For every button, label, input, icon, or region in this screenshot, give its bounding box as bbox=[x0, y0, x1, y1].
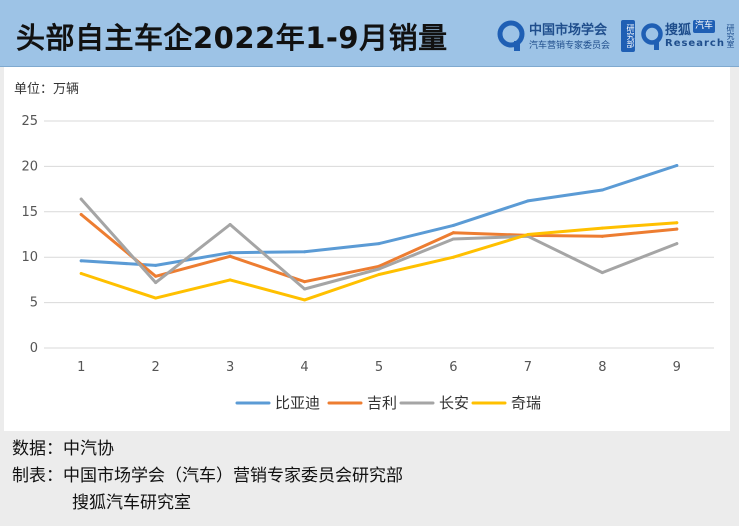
chart-title: 头部自主车企2022年1-9月销量 bbox=[16, 21, 448, 55]
line-chart: 0 5 10 15 20 25 1 2 3 4 5 6 7 8 9 比亚迪 吉利 长安 奇瑞 bbox=[21, 114, 714, 412]
legend-label: 奇瑞 bbox=[511, 394, 541, 412]
data-point bbox=[79, 197, 83, 201]
sohu-logo-name: 搜狐 bbox=[665, 23, 692, 38]
data-point bbox=[228, 278, 232, 282]
data-point bbox=[79, 213, 83, 217]
data-point bbox=[451, 255, 455, 259]
series-line-1 bbox=[79, 164, 679, 267]
legend-item: 长安 bbox=[399, 394, 469, 412]
x-tick-label: 3 bbox=[226, 360, 234, 375]
unit-label: 单位：万辆 bbox=[14, 82, 80, 97]
data-point bbox=[675, 227, 679, 231]
data-point bbox=[675, 221, 679, 225]
maker-note-line2: 搜狐汽车研究室 bbox=[72, 493, 191, 513]
data-point bbox=[154, 263, 158, 267]
data-point bbox=[600, 188, 604, 192]
cma-logo-name: 中国市场学会 bbox=[529, 23, 608, 38]
data-point bbox=[377, 272, 381, 276]
footer: 数据：中汽协 制表：中国市场学会（汽车）营销专家委员会研究部 搜狐汽车研究室 bbox=[12, 436, 403, 517]
maker-note: 制表：中国市场学会（汽车）营销专家委员会研究部 bbox=[12, 466, 403, 486]
data-point bbox=[600, 226, 604, 230]
legend-label: 比亚迪 bbox=[275, 394, 320, 412]
header-banner: 头部自主车企2022年1-9月销量 中国市场学会 汽车营销专家委员会 研究部 搜… bbox=[0, 0, 739, 67]
data-point bbox=[79, 259, 83, 263]
legend-item: 奇瑞 bbox=[471, 394, 541, 412]
y-tick-label: 10 bbox=[21, 250, 38, 265]
legend-label: 长安 bbox=[439, 394, 469, 412]
data-point bbox=[154, 281, 158, 285]
x-tick-label: 8 bbox=[598, 360, 606, 375]
data-point bbox=[451, 237, 455, 241]
chart-panel: 单位：万辆 0 5 10 15 20 25 1 2 3 4 5 6 7 8 9 比亚迪 吉利 长安 奇瑞 bbox=[4, 67, 730, 431]
data-point bbox=[154, 274, 158, 278]
data-point bbox=[303, 287, 307, 291]
sohu-logo-tag: 汽车 bbox=[693, 20, 716, 33]
data-point bbox=[154, 296, 158, 300]
data-point bbox=[451, 231, 455, 235]
cma-logo-icon bbox=[497, 20, 525, 51]
x-tick-label: 4 bbox=[300, 360, 308, 375]
data-point bbox=[526, 199, 530, 203]
data-point bbox=[675, 163, 679, 167]
y-tick-label: 25 bbox=[21, 114, 38, 129]
source-note: 数据：中汽协 bbox=[12, 439, 114, 459]
x-tick-label: 1 bbox=[77, 360, 85, 375]
data-point bbox=[303, 298, 307, 302]
data-point bbox=[451, 223, 455, 227]
x-tick-label: 7 bbox=[524, 360, 532, 375]
x-tick-label: 6 bbox=[449, 360, 457, 375]
legend-item: 吉利 bbox=[327, 394, 397, 412]
sohu-logo-badge: 研究室 bbox=[726, 24, 735, 48]
data-point bbox=[228, 223, 232, 227]
series-line-4 bbox=[79, 221, 679, 302]
y-tick-label: 20 bbox=[21, 159, 38, 174]
data-point bbox=[675, 242, 679, 246]
sohu-logo-sub: Research bbox=[665, 38, 725, 49]
data-point bbox=[79, 272, 83, 276]
data-point bbox=[526, 233, 530, 236]
data-point bbox=[600, 271, 604, 275]
y-tick-label: 15 bbox=[21, 205, 38, 220]
data-point bbox=[377, 242, 381, 246]
legend-label: 吉利 bbox=[367, 394, 397, 412]
cma-logo: 中国市场学会 汽车营销专家委员会 研究部 bbox=[497, 19, 637, 53]
sohu-logo: 搜狐 汽车 Research 研究室 bbox=[641, 19, 737, 53]
y-tick-label: 5 bbox=[30, 296, 38, 311]
data-point bbox=[303, 250, 307, 254]
data-point bbox=[228, 251, 232, 255]
data-point bbox=[377, 264, 381, 268]
sohu-logo-icon bbox=[641, 23, 663, 50]
data-point bbox=[228, 254, 232, 258]
data-point bbox=[600, 234, 604, 238]
cma-logo-sub: 汽车营销专家委员会 bbox=[529, 41, 611, 51]
x-tick-label: 5 bbox=[375, 360, 383, 375]
cma-logo-badge: 研究部 bbox=[621, 20, 635, 52]
data-point bbox=[377, 267, 381, 271]
x-tick-label: 9 bbox=[673, 360, 681, 375]
y-tick-label: 0 bbox=[30, 341, 38, 356]
x-tick-label: 2 bbox=[152, 360, 160, 375]
legend-item: 比亚迪 bbox=[235, 394, 320, 412]
data-point bbox=[303, 280, 307, 284]
